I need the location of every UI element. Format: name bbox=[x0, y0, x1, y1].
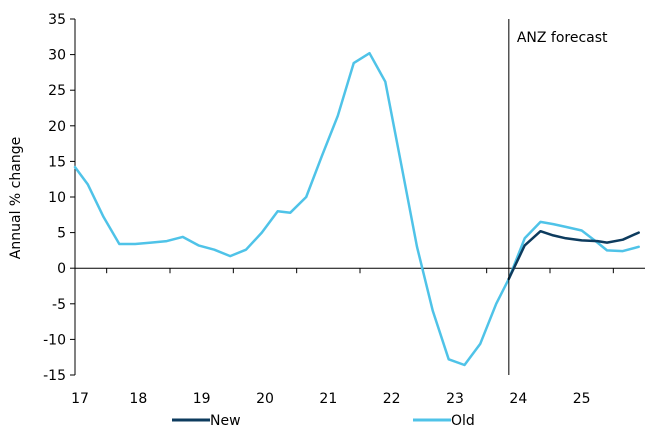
y-tick-label: 25 bbox=[48, 83, 66, 99]
x-tick-label: 18 bbox=[129, 391, 147, 407]
series-line-old bbox=[73, 51, 640, 367]
y-tick-label: 20 bbox=[48, 119, 66, 135]
y-axis-label: Annual % change bbox=[8, 137, 24, 259]
y-tick-label: -5 bbox=[52, 297, 66, 313]
forecast-annotation: ANZ forecast bbox=[517, 30, 608, 46]
legend-label-new: New bbox=[210, 413, 241, 429]
y-tick-label: -15 bbox=[43, 368, 66, 384]
y-tick-label: 0 bbox=[57, 261, 66, 277]
x-tick-label: 25 bbox=[573, 391, 591, 407]
axes: 35 30 25 20 15 10 5 0 -5 -10 -15 17 18 19 20 21 22 23 24 25 bbox=[43, 12, 645, 407]
series-layer bbox=[73, 51, 640, 367]
x-tick-label: 19 bbox=[193, 391, 211, 407]
x-tick-label: 22 bbox=[383, 391, 401, 407]
y-tick-label: 15 bbox=[48, 154, 66, 170]
x-tick-label: 23 bbox=[446, 391, 464, 407]
legend: New Old bbox=[172, 413, 475, 429]
annotation-layer: ANZ forecast bbox=[508, 19, 608, 375]
x-tick-label: 20 bbox=[256, 391, 274, 407]
y-tick-label: 35 bbox=[48, 12, 66, 28]
y-tick-label: 10 bbox=[48, 190, 66, 206]
x-tick-label: 24 bbox=[509, 391, 527, 407]
legend-label-old: Old bbox=[451, 413, 475, 429]
series-line-new bbox=[507, 229, 640, 281]
y-tick-label: 30 bbox=[48, 48, 66, 64]
x-tick-label: 17 bbox=[71, 391, 89, 407]
x-tick-label: 21 bbox=[319, 391, 337, 407]
y-tick-label: -10 bbox=[43, 332, 66, 348]
y-tick-label: 5 bbox=[57, 226, 66, 242]
